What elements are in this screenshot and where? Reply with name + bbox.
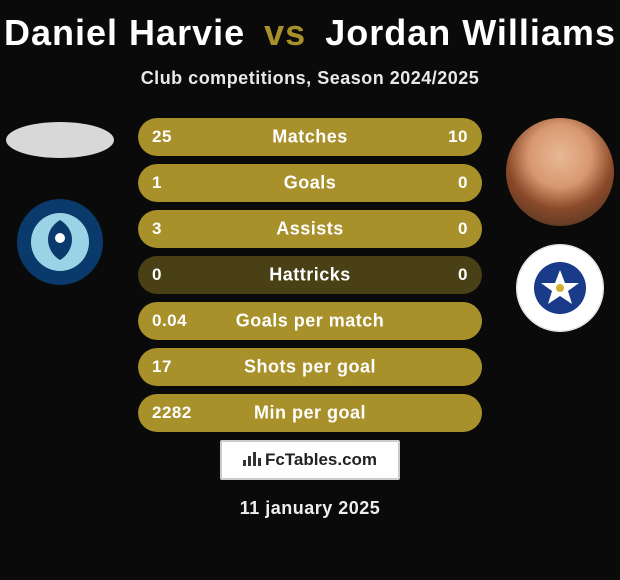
stat-value-right: 0	[458, 265, 468, 285]
left-badges	[6, 118, 114, 286]
stat-value-right: 0	[458, 173, 468, 193]
player2-name: Jordan Williams	[325, 12, 616, 53]
stat-value-left: 17	[152, 357, 172, 377]
subtitle: Club competitions, Season 2024/2025	[0, 68, 620, 89]
chart-bars-icon	[243, 450, 261, 470]
footer-logo: FcTables.com	[220, 440, 400, 480]
stat-label: Goals	[284, 173, 337, 194]
player1-avatar	[6, 122, 114, 158]
stat-label: Goals per match	[236, 311, 385, 332]
club1-badge	[16, 198, 104, 286]
stat-row: 25 10 Matches	[138, 118, 482, 156]
stat-label: Hattricks	[269, 265, 351, 286]
stat-label: Matches	[272, 127, 348, 148]
stat-value-left: 2282	[152, 403, 192, 423]
stat-row: 0 0 Hattricks	[138, 256, 482, 294]
stat-value-left: 0	[152, 265, 162, 285]
stat-value-left: 3	[152, 219, 162, 239]
player2-avatar	[506, 118, 614, 226]
stat-row: 3 0 Assists	[138, 210, 482, 248]
vs-label: vs	[264, 12, 306, 53]
stat-label: Assists	[276, 219, 344, 240]
stats-table: 2510Matches10Goals30Assists00Hattricks0.…	[138, 118, 482, 440]
stat-row: 1 0 Goals	[138, 164, 482, 202]
player1-name: Daniel Harvie	[4, 12, 245, 53]
footer-label: FcTables.com	[265, 450, 377, 470]
comparison-title: Daniel Harvie vs Jordan Williams	[0, 0, 620, 54]
stat-row: 17 Shots per goal	[138, 348, 482, 386]
stat-label: Shots per goal	[244, 357, 376, 378]
stat-value-left: 1	[152, 173, 162, 193]
stat-value-right: 0	[458, 219, 468, 239]
date-label: 11 january 2025	[240, 498, 381, 519]
stat-value-left: 25	[152, 127, 172, 147]
stat-value-left: 0.04	[152, 311, 187, 331]
stat-label: Min per goal	[254, 403, 366, 424]
club2-badge	[516, 244, 604, 332]
right-badges	[506, 118, 614, 332]
club1-crest-icon	[16, 198, 104, 286]
stat-row: 0.04 Goals per match	[138, 302, 482, 340]
stat-row: 2282 Min per goal	[138, 394, 482, 432]
stat-value-right: 10	[448, 127, 468, 147]
club2-crest-icon	[516, 244, 604, 332]
